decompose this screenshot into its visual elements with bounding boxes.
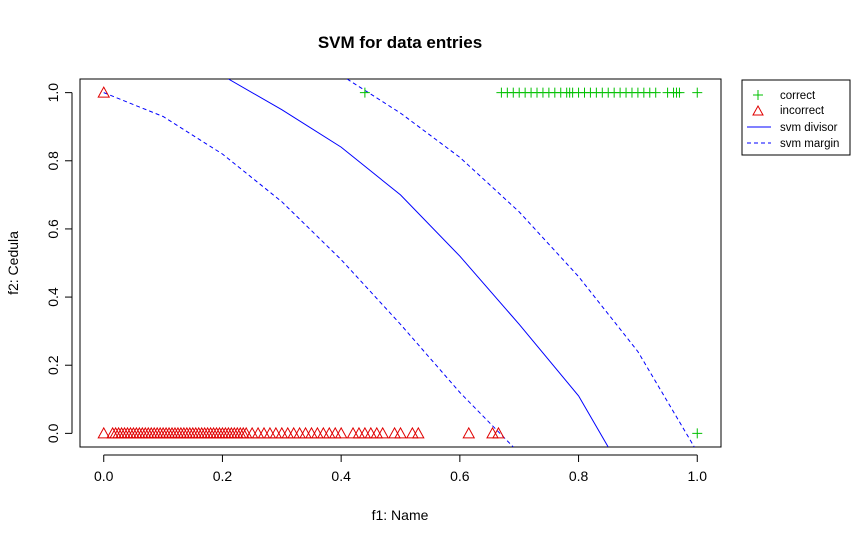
incorrect-point	[293, 426, 306, 439]
y-tick-label: 0.6	[45, 219, 61, 239]
correct-point	[674, 87, 685, 98]
svm-lines	[103, 79, 695, 447]
plus-marker-icon	[753, 90, 763, 100]
svm-margin-line	[103, 92, 514, 447]
x-tick-label: 0.0	[94, 468, 114, 484]
incorrect-point	[358, 426, 372, 439]
incorrect-point	[411, 426, 425, 439]
incorrect-point	[394, 426, 407, 439]
incorrect-point	[316, 426, 330, 439]
legend-label-incorrect: incorrect	[780, 105, 825, 117]
incorrect-point	[328, 426, 342, 439]
legend-label-svm-margin: svm margin	[780, 138, 839, 150]
y-axis: 0.0 0.2 0.4 0.6 0.8 1.0	[45, 83, 73, 443]
incorrect-point	[311, 426, 324, 439]
x-axis: 0.0 0.2 0.4 0.6 0.8 1.0	[94, 454, 708, 484]
y-tick-label: 0.2	[45, 355, 61, 375]
incorrect-point	[486, 426, 499, 439]
correct-point	[359, 87, 370, 98]
incorrect-point	[97, 426, 111, 439]
x-tick-label: 0.2	[213, 468, 233, 484]
legend-item-incorrect: incorrect	[752, 104, 825, 117]
y-tick-label: 0.8	[45, 151, 61, 171]
incorrect-point	[322, 426, 336, 439]
y-tick-label: 0.0	[45, 423, 61, 443]
legend: correct incorrect svm divisor svm margin	[741, 79, 851, 156]
triangle-marker-icon	[752, 104, 764, 116]
x-tick-label: 0.6	[450, 468, 470, 484]
incorrect-point	[97, 86, 111, 98]
y-tick-label: 1.0	[45, 83, 61, 103]
data-points	[97, 86, 703, 439]
incorrect-point	[346, 426, 360, 439]
legend-item-correct: correct	[753, 90, 816, 102]
incorrect-point	[305, 426, 318, 439]
incorrect-point	[251, 426, 265, 439]
correct-point	[692, 87, 703, 98]
incorrect-point	[462, 426, 476, 439]
svm-margin-line	[346, 79, 695, 447]
x-tick-label: 0.8	[569, 468, 589, 484]
legend-label-svm-divisor: svm divisor	[780, 122, 838, 134]
legend-item-svm-margin: svm margin	[747, 138, 839, 150]
incorrect-point	[364, 426, 378, 439]
incorrect-point	[275, 426, 289, 439]
incorrect-point	[388, 426, 401, 439]
incorrect-point	[299, 426, 312, 439]
incorrect-point	[370, 426, 384, 439]
legend-item-svm-divisor: svm divisor	[747, 122, 838, 134]
incorrect-point	[334, 426, 348, 439]
incorrect-point	[406, 426, 419, 439]
x-axis-label: f1: Name	[372, 507, 429, 523]
y-tick-label: 0.4	[45, 287, 61, 307]
incorrect-point	[269, 426, 283, 439]
incorrect-point	[287, 426, 301, 439]
legend-label-correct: correct	[780, 90, 816, 102]
incorrect-point	[257, 426, 271, 439]
correct-point	[650, 87, 661, 98]
plot-frame	[79, 78, 722, 448]
correct-point	[692, 428, 703, 439]
incorrect-point	[492, 426, 505, 439]
incorrect-point	[352, 426, 366, 439]
incorrect-point	[376, 426, 390, 439]
svm-divisor-line	[228, 79, 609, 447]
y-axis-label: f2: Cedula	[5, 231, 21, 295]
legend-box	[741, 79, 851, 156]
incorrect-point	[281, 426, 295, 439]
x-tick-label: 1.0	[688, 468, 708, 484]
x-tick-label: 0.4	[331, 468, 351, 484]
chart-title: SVM for data entries	[318, 33, 482, 52]
incorrect-point	[263, 426, 277, 439]
